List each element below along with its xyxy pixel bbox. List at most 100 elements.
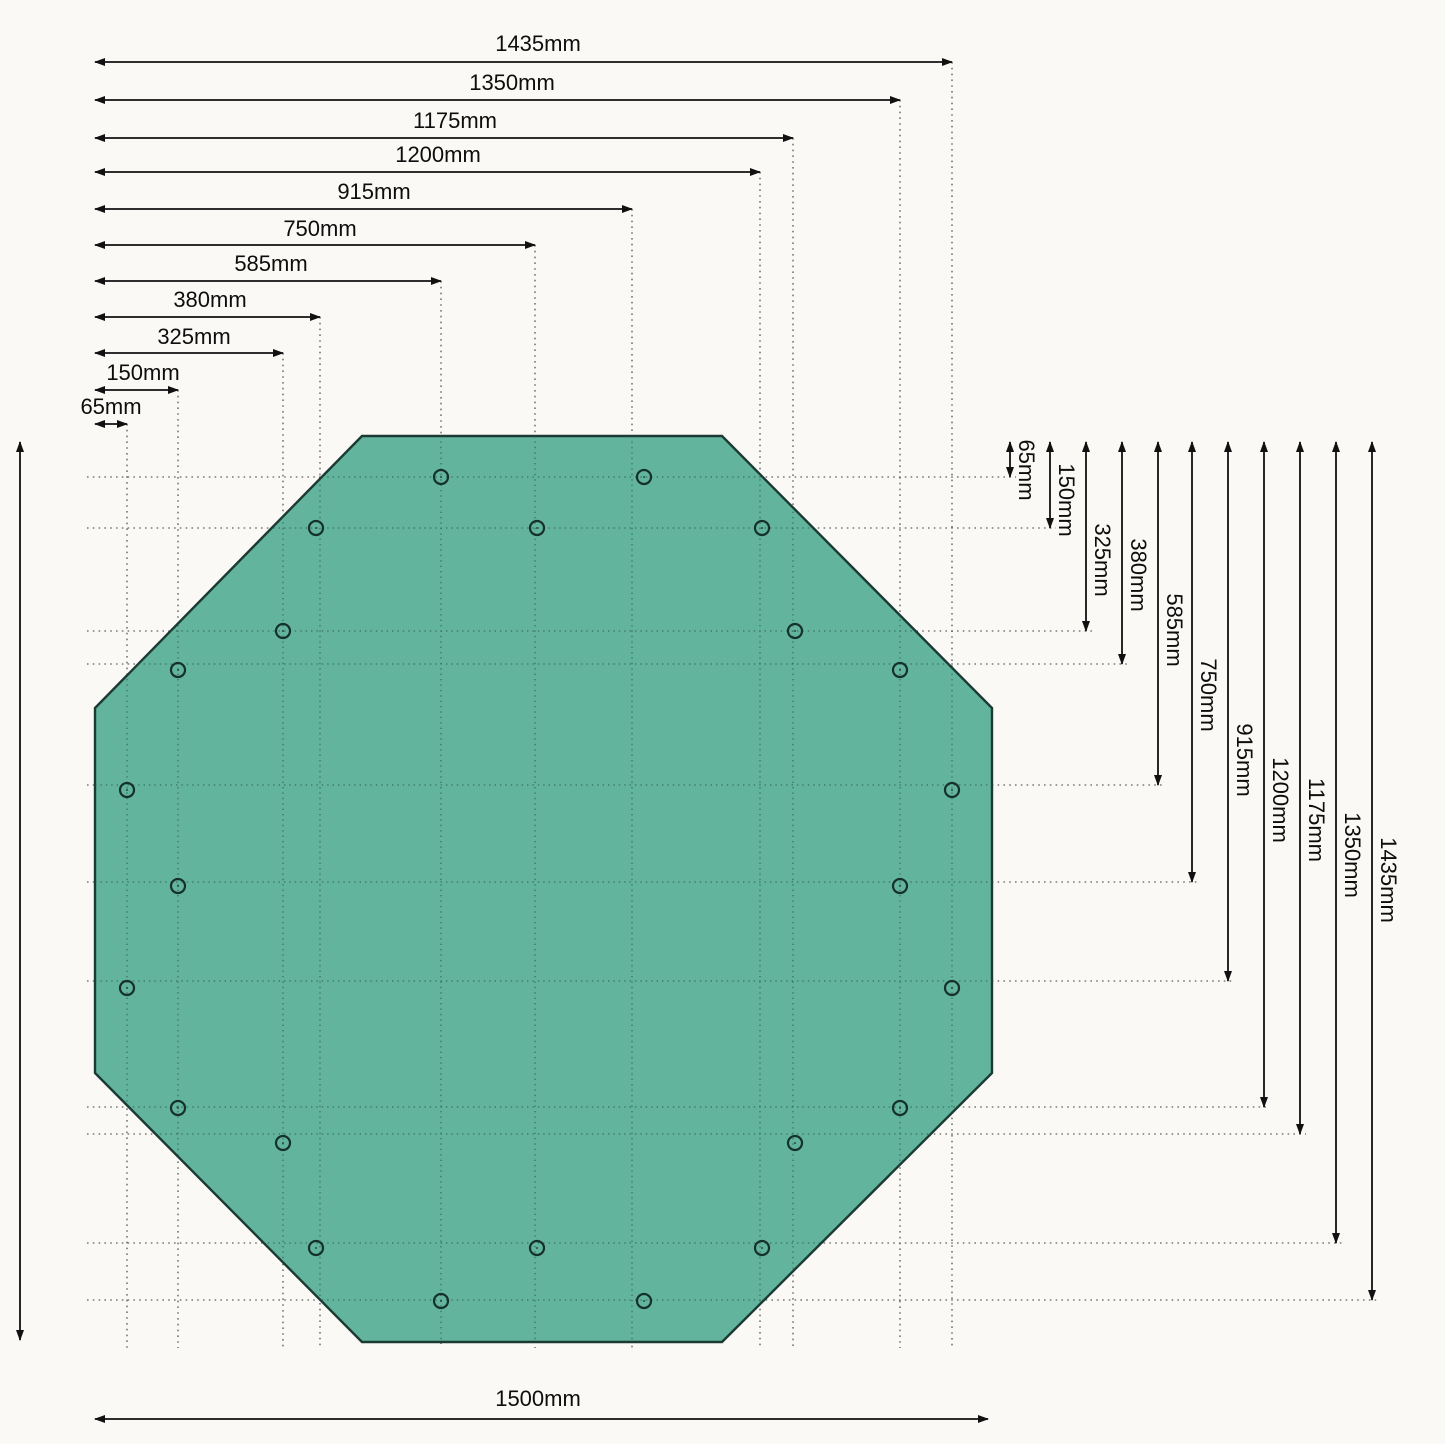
dimension-label: 150mm [106, 360, 179, 385]
dimension-label: 1435mm [1376, 837, 1401, 923]
mounting-hole [891, 661, 909, 679]
dimension-label: 1200mm [1268, 757, 1293, 843]
dimension-top-750: 750mm [94, 216, 536, 249]
dimension-right-1435: 1435mm [1368, 441, 1401, 1301]
overall-width-dimension: 1500mm [94, 1386, 989, 1423]
dimension-label: 1350mm [469, 70, 555, 95]
mounting-hole [274, 622, 292, 640]
dimension-label: 585mm [1162, 593, 1187, 666]
mounting-hole [635, 1292, 653, 1310]
hole-pattern [118, 468, 961, 1310]
dimension-label: 915mm [1232, 723, 1257, 796]
hole-center-mark [177, 669, 179, 671]
hole-center-mark [794, 630, 796, 632]
hole-center-mark [899, 1107, 901, 1109]
dimension-label: 65mm [80, 394, 141, 419]
hole-center-mark [899, 669, 901, 671]
mounting-hole [528, 519, 546, 537]
dimension-label: 1175mm [1304, 778, 1329, 862]
top-dimension-stack: 1435mm 1350mm 1175mm 1200mm 915mm 750mm 585mm 3… [80, 31, 953, 428]
hole-center-mark [440, 476, 442, 478]
mounting-hole [169, 1099, 187, 1117]
mounting-hole [891, 877, 909, 895]
dimension-right-1200: 1200mm [1260, 441, 1293, 1108]
dimension-label: 380mm [1126, 538, 1151, 611]
mounting-hole [753, 519, 771, 537]
mounting-hole [307, 519, 325, 537]
hole-center-mark [440, 1300, 442, 1302]
mounting-hole [274, 1134, 292, 1152]
dimension-label: 1200mm [395, 142, 481, 167]
dimension-label: 380mm [173, 287, 246, 312]
hole-center-mark [536, 527, 538, 529]
dimension-right-325: 325mm [1082, 441, 1115, 632]
dimension-label: 750mm [1196, 658, 1221, 731]
mounting-hole [307, 1239, 325, 1257]
dimension-top-1435: 1435mm [94, 31, 953, 66]
dimension-label: 750mm [283, 216, 356, 241]
hole-center-mark [794, 1142, 796, 1144]
hole-center-mark [126, 789, 128, 791]
mounting-hole [118, 979, 136, 997]
hole-center-mark [177, 885, 179, 887]
dimension-label: 1175mm [413, 108, 497, 133]
dimension-label: 1500mm [495, 1386, 581, 1411]
dimension-right-380: 380mm [1118, 441, 1151, 665]
dimension-top-1175: 1175mm [94, 108, 794, 142]
dimension-top-1200: 1200mm [94, 142, 761, 176]
dimension-top-65: 65mm [80, 394, 142, 428]
hole-center-mark [643, 476, 645, 478]
right-dimension-stack: 65mm 150mm 325mm 380mm 585mm 750mm 915mm 1200mm… [1006, 439, 1401, 1301]
hole-center-mark [643, 1300, 645, 1302]
dimension-right-65: 65mm [1006, 439, 1039, 501]
dimension-right-1175: 1175mm [1296, 441, 1329, 1135]
panel-grid-lines [95, 436, 992, 1342]
hole-center-mark [282, 630, 284, 632]
mounting-hole [891, 1099, 909, 1117]
dimension-label: 1435mm [495, 31, 581, 56]
mounting-hole [943, 979, 961, 997]
mounting-hole [169, 661, 187, 679]
mounting-hole [432, 1292, 450, 1310]
dimension-right-750: 750mm [1188, 441, 1221, 883]
dimension-label: 325mm [157, 324, 230, 349]
hole-center-mark [899, 885, 901, 887]
mounting-hole [943, 781, 961, 799]
dimension-label: 65mm [1014, 439, 1039, 500]
mounting-hole [528, 1239, 546, 1257]
hole-center-mark [536, 1247, 538, 1249]
dimension-label: 325mm [1090, 523, 1115, 596]
hole-center-mark [761, 527, 763, 529]
mounting-hole [753, 1239, 771, 1257]
dimension-right-150: 150mm [1046, 441, 1079, 537]
mounting-hole [786, 1134, 804, 1152]
hole-center-mark [315, 527, 317, 529]
panel-outline [93, 434, 994, 1344]
dimension-label: 915mm [337, 179, 410, 204]
mounting-hole [786, 622, 804, 640]
octagon-panel [93, 434, 994, 1344]
dimension-top-1350: 1350mm [94, 70, 901, 104]
mounting-hole [169, 877, 187, 895]
dimension-top-150: 150mm [94, 360, 180, 394]
hole-center-mark [177, 1107, 179, 1109]
dimension-right-585: 585mm [1154, 441, 1187, 786]
dimension-right-1350: 1350mm [1332, 441, 1365, 1244]
dimension-label: 585mm [234, 251, 307, 276]
dimension-top-380: 380mm [94, 287, 321, 321]
dimension-top-325: 325mm [94, 324, 284, 357]
dimension-top-585: 585mm [94, 251, 442, 285]
overall-dimensions: 1500mm [16, 441, 989, 1423]
dimension-top-915: 915mm [94, 179, 633, 213]
hole-center-mark [126, 987, 128, 989]
hole-center-mark [951, 789, 953, 791]
hole-center-mark [761, 1247, 763, 1249]
dimension-right-915: 915mm [1224, 441, 1257, 982]
hole-center-mark [951, 987, 953, 989]
mounting-hole [635, 468, 653, 486]
hole-center-mark [282, 1142, 284, 1144]
mounting-hole [432, 468, 450, 486]
dimension-label: 150mm [1054, 463, 1079, 536]
